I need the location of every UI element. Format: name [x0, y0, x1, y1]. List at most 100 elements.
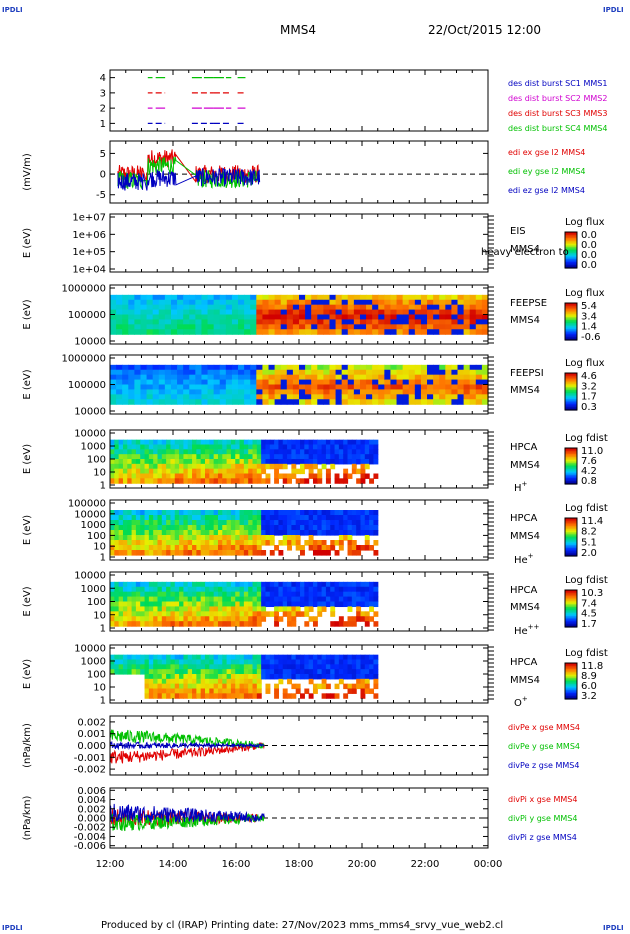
heatmap-cell	[209, 596, 215, 603]
heatmap-cell	[330, 659, 336, 665]
heatmap-cell	[189, 384, 196, 391]
heatmap-cell	[274, 473, 280, 479]
heatmap-cell	[408, 384, 416, 391]
heatmap-cell	[384, 369, 392, 376]
heatmap-cell	[305, 364, 312, 371]
heatmap-cell	[118, 621, 124, 627]
heatmap-cell	[269, 444, 275, 450]
colorbar-title: Log flux	[565, 288, 605, 299]
hpca_he-heatmap	[110, 510, 379, 556]
heatmap-cell	[364, 591, 370, 598]
heatmap-cell	[122, 449, 128, 455]
heatmap-cell	[353, 309, 361, 316]
heatmap-cell	[213, 535, 219, 541]
heatmap-cell	[231, 309, 239, 316]
heatmap-cell	[187, 581, 193, 588]
heatmap-cell	[217, 449, 223, 455]
heatmap-cell	[239, 463, 245, 470]
heatmap-cell	[321, 510, 327, 516]
heatmap-cell	[231, 304, 239, 311]
heatmap-cell	[114, 550, 120, 556]
heatmap-cell	[481, 314, 489, 321]
heatmap-cell	[239, 674, 245, 680]
heatmap-cell	[321, 449, 327, 455]
heatmap-cell	[304, 596, 310, 603]
heatmap-cell	[384, 394, 392, 400]
heatmap-cell	[408, 329, 416, 335]
heatmap-cell	[217, 654, 223, 661]
colorbar-segment	[565, 610, 577, 613]
heatmap-cell	[153, 439, 159, 446]
heatmap-cell	[300, 693, 305, 699]
heatmap-cell	[192, 510, 197, 516]
heatmap-cell	[274, 674, 280, 680]
heatmap-cell	[321, 669, 327, 675]
heatmap-cell	[217, 683, 223, 690]
heatmap-cell	[244, 374, 251, 381]
heatmap-cell	[287, 510, 292, 516]
heatmap-cell	[230, 545, 236, 551]
heatmap-cell	[359, 389, 367, 395]
colorbar-segment	[565, 551, 577, 554]
heatmap-cell	[200, 591, 206, 598]
heatmap-cell	[373, 683, 379, 690]
colorbar-segment	[565, 449, 577, 452]
heatmap-cell	[338, 591, 344, 598]
heatmap-cell	[300, 591, 305, 598]
heatmap-cell	[278, 601, 284, 608]
heatmap-cell	[170, 591, 176, 598]
heatmap-cell	[312, 459, 318, 465]
heatmap-cell	[330, 674, 336, 680]
heatmap-cell	[183, 449, 189, 455]
heatmap-cell	[239, 621, 245, 627]
heatmap-cell	[373, 473, 379, 479]
heatmap-cell	[420, 374, 428, 381]
heatmap-cell	[144, 591, 150, 598]
heatmap-cell	[235, 459, 241, 465]
heatmap-cell	[278, 530, 284, 536]
heatmap-cell	[268, 319, 276, 325]
heatmap-cell	[445, 369, 453, 376]
heatmap-cell	[325, 510, 331, 516]
heatmap-cell	[360, 596, 366, 603]
heatmap-cell	[243, 693, 249, 699]
heatmap-cell	[351, 463, 357, 470]
heatmap-cell	[189, 314, 196, 321]
heatmap-cell	[256, 678, 262, 685]
heatmap-cell	[378, 324, 385, 330]
heatmap-cell	[414, 299, 422, 306]
heatmap-cell	[170, 596, 176, 603]
colorbar-segment	[565, 533, 577, 537]
heatmap-cell	[369, 674, 375, 680]
colorbar-segment	[565, 466, 577, 469]
heatmap-cell	[308, 545, 314, 551]
heatmap-cell	[305, 399, 312, 405]
colorbar-segment	[565, 663, 577, 666]
heatmap-cell	[451, 294, 459, 301]
heatmap-cell	[356, 444, 362, 450]
heatmap-cell	[238, 384, 245, 391]
heatmap-cell	[300, 596, 305, 603]
heatmap-cell	[122, 384, 129, 391]
heatmap-cell	[451, 324, 459, 330]
heatmap-cell	[311, 384, 318, 391]
heatmap-cell	[222, 621, 228, 627]
heatmap-cell	[243, 439, 249, 446]
heatmap-cell	[219, 314, 227, 321]
heatmap-cell	[373, 674, 379, 680]
heatmap-cell	[187, 659, 193, 665]
heatmap-cell	[144, 674, 150, 680]
heatmap-cell	[323, 319, 331, 325]
heatmap-cell	[135, 591, 141, 598]
heatmap-cell	[481, 319, 489, 325]
heatmap-cell	[463, 319, 471, 325]
heatmap-cell	[144, 540, 150, 546]
heatmap-cell	[295, 581, 301, 588]
heatmap-cell	[166, 545, 172, 551]
heatmap-cell	[135, 468, 141, 475]
heatmap-cell	[183, 463, 189, 470]
heatmap-cell	[177, 389, 184, 395]
heatmap-cell	[330, 545, 336, 551]
heatmap-cell	[256, 611, 262, 617]
heatmap-cell	[334, 525, 340, 531]
